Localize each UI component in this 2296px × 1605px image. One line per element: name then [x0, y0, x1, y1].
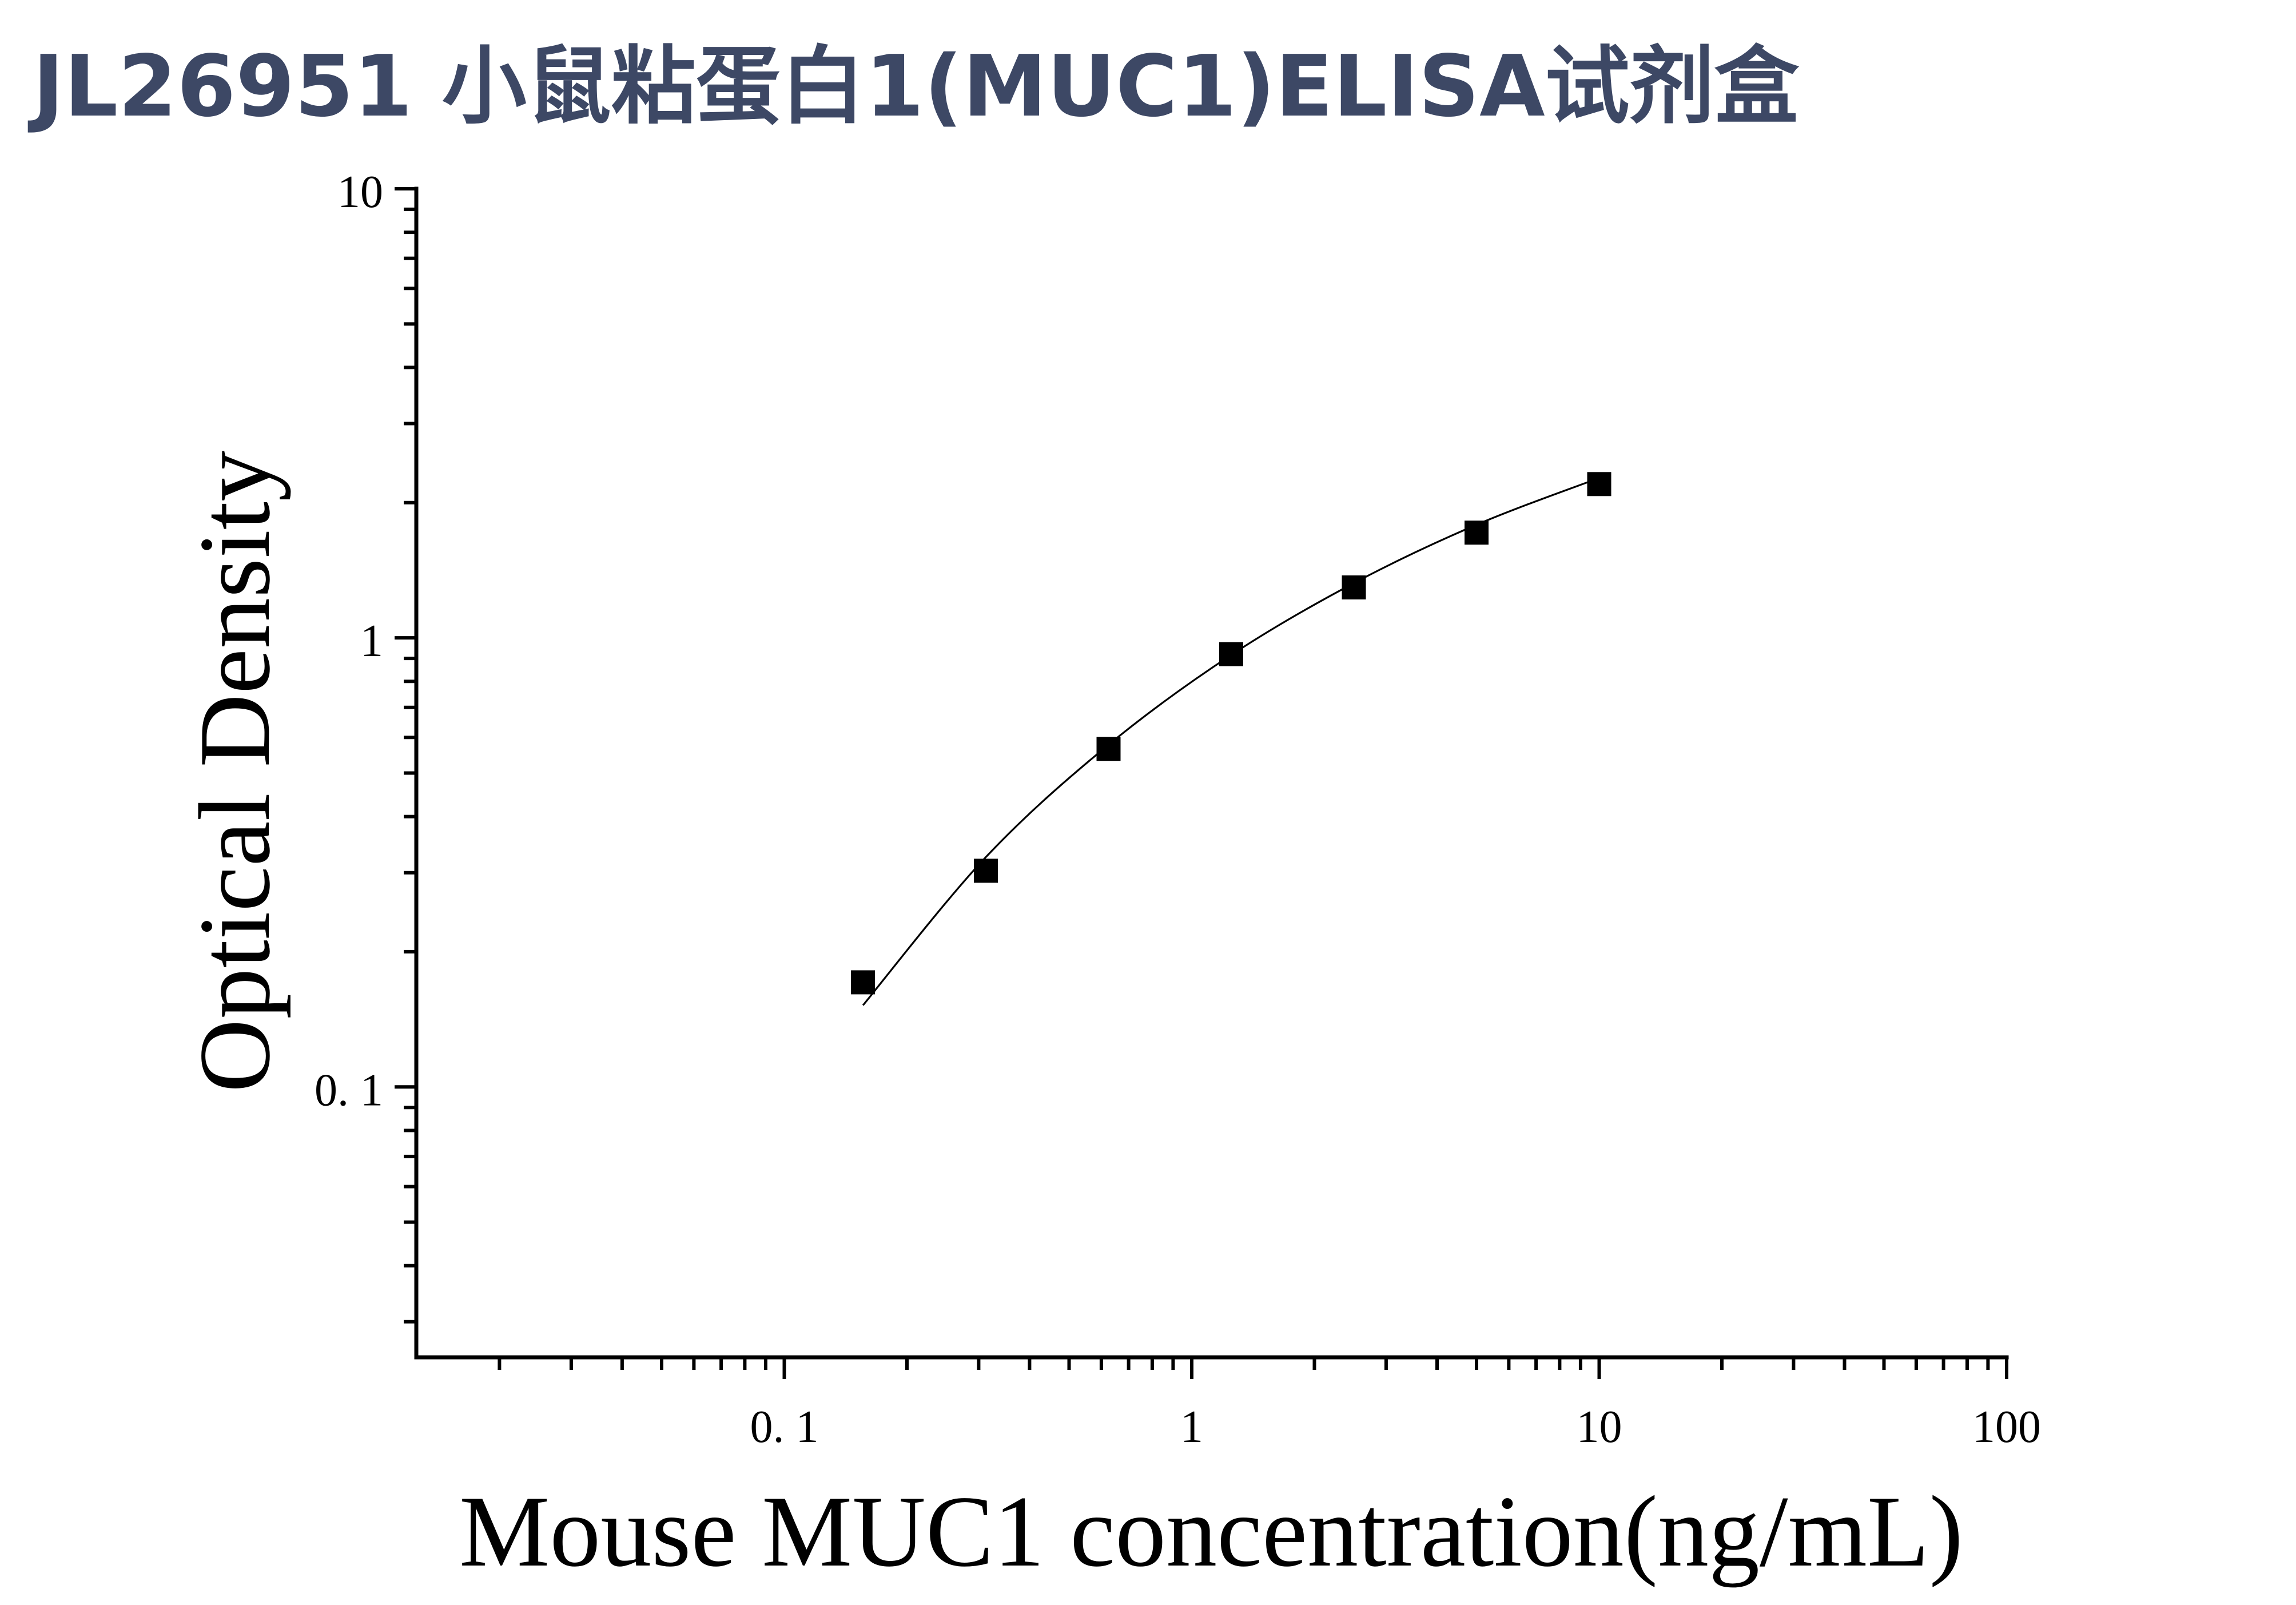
data-point — [974, 859, 998, 883]
x-tick-label: 0. 1 — [750, 1402, 819, 1452]
y-tick-label: 1 — [360, 616, 383, 666]
x-tick-label: 1 — [1180, 1402, 1203, 1452]
data-point — [1587, 472, 1611, 496]
x-tick-label: 100 — [1972, 1402, 2041, 1452]
y-axis-title: Optical Density — [178, 451, 291, 1092]
axis-ticks — [395, 187, 2008, 1379]
x-tick-label: 10 — [1577, 1402, 1622, 1452]
data-points-layer — [851, 472, 1611, 995]
data-point — [851, 970, 876, 995]
data-point — [1096, 737, 1121, 761]
data-point — [1465, 521, 1489, 545]
y-tick-label: 0. 1 — [315, 1065, 383, 1115]
y-tick-label: 10 — [337, 167, 383, 217]
data-point — [1342, 575, 1366, 599]
data-point — [1219, 642, 1243, 666]
x-axis-title: Mouse MUC1 concentration(ng/mL) — [459, 1475, 1963, 1588]
tick-labels: 0. 1 1 10 100 0. 1 1 10 — [315, 167, 2041, 1452]
chart-title: JL26951 小鼠粘蛋白1(MUC1)ELISA试剂盒 — [27, 37, 1800, 136]
